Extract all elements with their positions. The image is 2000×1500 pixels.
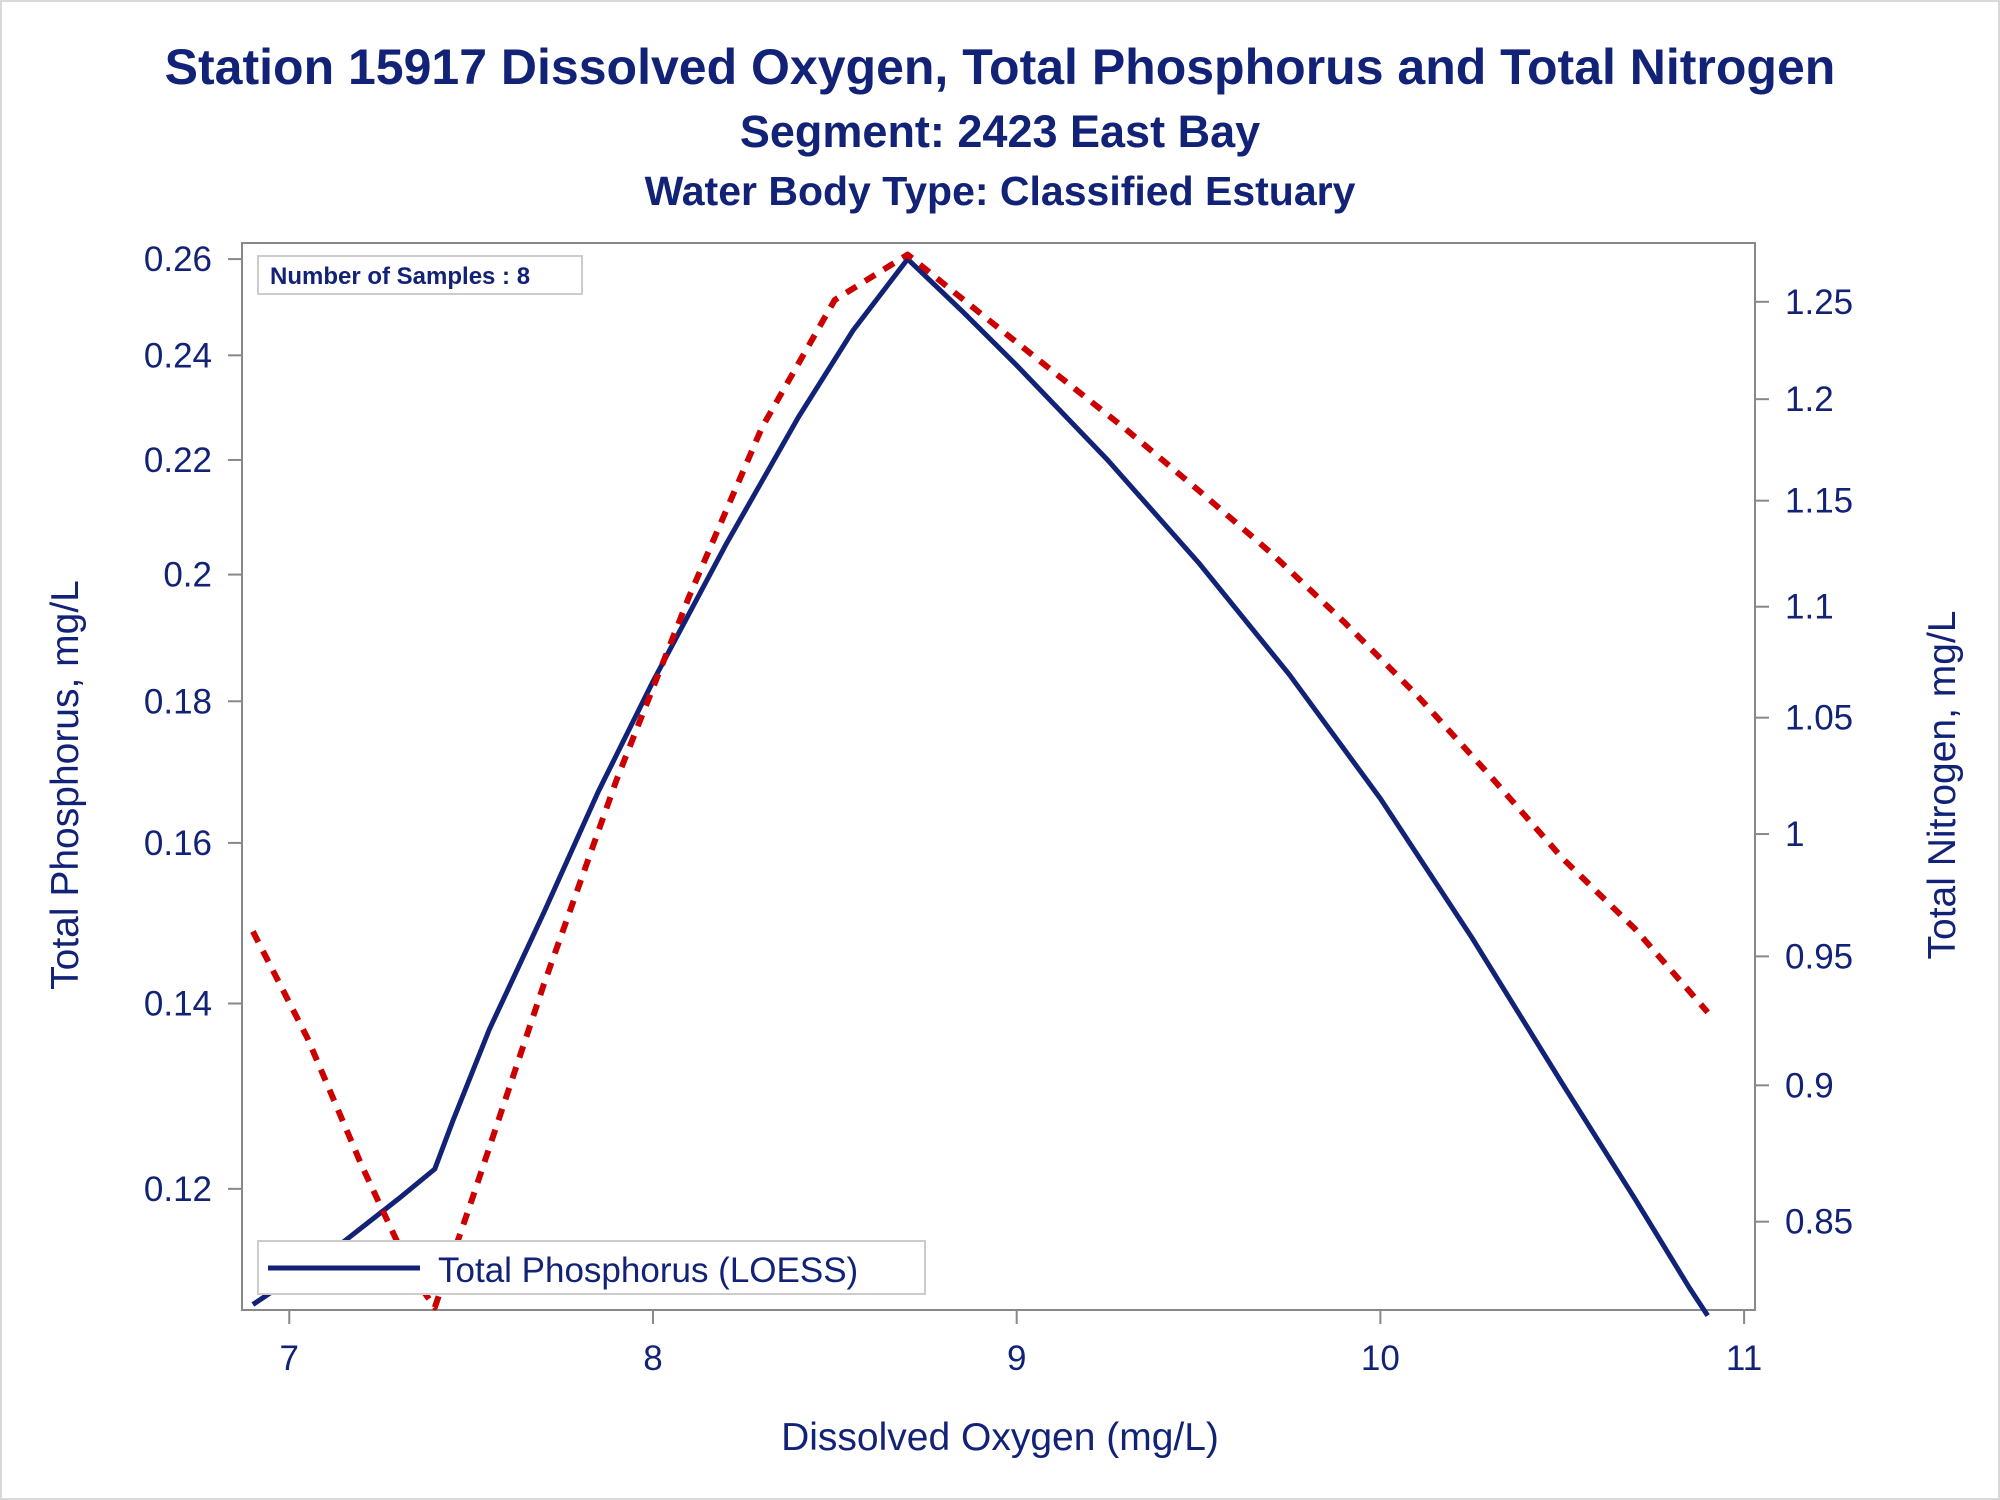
y-tick-label: 0.16 bbox=[144, 824, 212, 863]
x-axis: 7 8 9 10 11 bbox=[280, 1310, 1762, 1378]
legend-label: Total Phosphorus (LOESS) bbox=[438, 1251, 858, 1290]
y-tick-label: 0.24 bbox=[144, 336, 212, 375]
y2-tick-label: 0.85 bbox=[1785, 1203, 1853, 1242]
y-tick-label: 0.26 bbox=[144, 240, 212, 279]
series-line-phosphorus bbox=[251, 256, 1710, 1317]
y2-tick-label: 1.05 bbox=[1785, 699, 1853, 738]
y2-tick-label: 1.15 bbox=[1785, 482, 1853, 521]
y-tick-label: 0.22 bbox=[144, 441, 212, 480]
y-tick-label: 0.14 bbox=[144, 984, 212, 1023]
y-axis-label: Total Phosphorus, mg/L bbox=[44, 580, 87, 990]
y-axis-left: 0.12 0.14 0.16 0.18 0.2 0.22 0.24 0.26 bbox=[144, 240, 242, 1209]
inset-box bbox=[257, 255, 583, 295]
y2-tick-label: 0.95 bbox=[1785, 937, 1853, 976]
y-tick-label: 0.18 bbox=[144, 682, 212, 721]
y-tick-label: 0.12 bbox=[144, 1170, 212, 1209]
legend: Total Phosphorus (LOESS) bbox=[257, 1240, 926, 1295]
inset-text: Number of Samples : 8 bbox=[270, 263, 530, 290]
x-tick-label: 11 bbox=[1726, 1339, 1762, 1378]
y-axis-right: 0.85 0.9 0.95 1 1.05 1.1 1.15 1.2 1.25 bbox=[1755, 283, 1853, 1242]
y2-tick-label: 0.9 bbox=[1785, 1066, 1834, 1105]
y2-tick-label: 1.1 bbox=[1785, 588, 1834, 627]
y2-tick-label: 1 bbox=[1785, 815, 1804, 854]
x-tick-label: 10 bbox=[1361, 1339, 1400, 1378]
chart-subtitle-2: Water Body Type: Classified Estuary bbox=[644, 168, 1356, 214]
x-tick-label: 7 bbox=[280, 1339, 299, 1378]
chart-subtitle: Segment: 2423 East Bay bbox=[739, 106, 1261, 157]
series-line-nitrogen bbox=[250, 251, 1710, 1311]
y2-axis-label: Total Nitrogen, mg/L bbox=[1921, 610, 1964, 959]
y-tick-label: 0.2 bbox=[163, 556, 212, 595]
plot-area bbox=[241, 242, 1756, 1311]
x-axis-label: Dissolved Oxygen (mg/L) bbox=[781, 1416, 1219, 1459]
series-layer bbox=[250, 251, 1710, 1317]
sample-count-inset: Number of Samples : 8 bbox=[257, 255, 583, 295]
y2-tick-label: 1.25 bbox=[1785, 283, 1853, 322]
x-tick-label: 9 bbox=[1007, 1339, 1026, 1378]
chart-title: Station 15917 Dissolved Oxygen, Total Ph… bbox=[164, 39, 1836, 95]
y2-tick-label: 1.2 bbox=[1785, 380, 1834, 419]
x-tick-label: 8 bbox=[643, 1339, 662, 1378]
